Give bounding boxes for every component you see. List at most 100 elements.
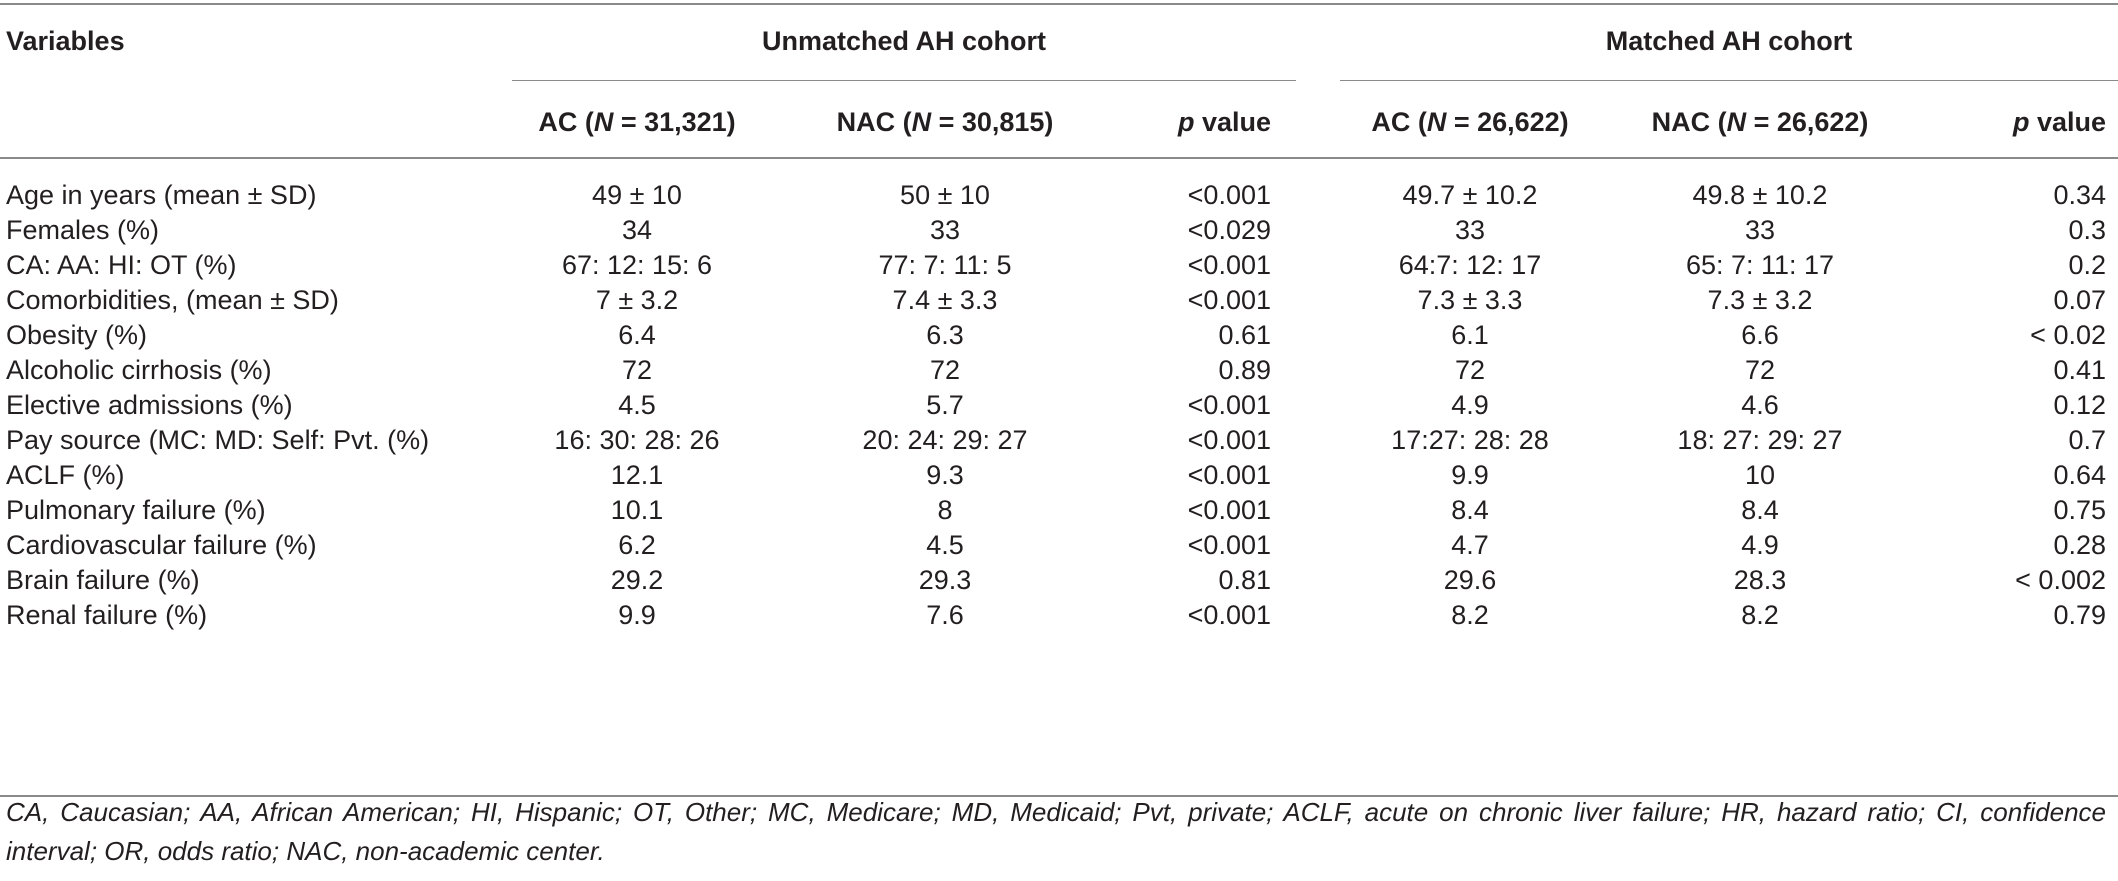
cell-p-matched: 0.12 [2053,390,2106,420]
row-variable: Pay source (MC: MD: Self: Pvt. (%) [6,425,430,455]
header-suffix: = 31,321) [613,107,736,137]
column-header-nac-unmatched: NAC (N = 30,815) [785,105,1105,139]
cell-nac-matched: 4.6 [1741,390,1779,420]
cell-nac-unmatched: 29.3 [918,565,972,595]
cell-p-unmatched: <0.001 [1187,285,1271,315]
table-footnote: CA, Caucasian; AA, African American; HI,… [6,797,2106,866]
cell-nac-matched: 6.6 [1741,320,1779,350]
cell-p-unmatched: <0.001 [1187,600,1271,630]
p-symbol: p [2012,107,2030,137]
unmatched-cohort-header: Unmatched AH cohort [761,26,1046,56]
cell-ac-unmatched: 67: 12: 15: 6 [561,250,713,280]
cell-ac-matched: 64:7: 12: 17 [1398,250,1542,280]
unmatched-group-rule [512,80,1296,81]
cell-p-matched: < 0.02 [2030,320,2106,350]
cell-nac-matched: 65: 7: 11: 17 [1685,250,1835,280]
header-prefix: AC ( [1371,107,1427,137]
variables-header: Variables [6,26,125,56]
cell-nac-unmatched: 33 [929,215,961,245]
cell-nac-unmatched: 77: 7: 11: 5 [878,250,1012,280]
cell-ac-unmatched: 6.4 [618,320,656,350]
header-prefix: AC ( [538,107,594,137]
p-symbol: p [1177,107,1195,137]
cell-p-matched: 0.7 [2068,425,2106,455]
cell-ac-matched: 72 [1454,355,1486,385]
cell-nac-unmatched: 7.4 ± 3.3 [892,285,998,315]
cell-ac-matched: 33 [1454,215,1486,245]
cell-p-matched: 0.64 [2053,460,2106,490]
row-variable: Females (%) [6,215,160,245]
cell-p-matched: 0.3 [2068,215,2106,245]
cell-p-unmatched: <0.001 [1187,250,1271,280]
cell-nac-unmatched: 50 ± 10 [900,180,990,210]
cell-ac-unmatched: 6.2 [618,530,656,560]
n-symbol: N [1426,107,1447,137]
cell-nac-unmatched: 5.7 [926,390,964,420]
cell-nac-matched: 10 [1744,460,1776,490]
cell-p-matched: < 0.002 [2015,565,2106,595]
n-symbol: N [911,107,932,137]
table-top-rule [0,3,2118,5]
cell-p-unmatched: 0.61 [1218,320,1271,350]
cell-p-matched: 0.79 [2053,600,2106,630]
cell-p-matched: 0.28 [2053,530,2106,560]
column-header-nac-matched: NAC (N = 26,622) [1600,105,1920,139]
cell-ac-matched: 4.9 [1451,390,1489,420]
cell-ac-unmatched: 72 [621,355,653,385]
cell-nac-matched: 49.8 ± 10.2 [1692,180,1828,210]
header-bottom-rule [0,157,2118,159]
cell-nac-unmatched: 4.5 [926,530,964,560]
row-variable: ACLF (%) [6,460,125,490]
cell-ac-matched: 17:27: 28: 28 [1391,425,1549,455]
cell-p-matched: 0.75 [2053,495,2106,525]
row-variable: Renal failure (%) [6,600,208,630]
cell-nac-matched: 72 [1744,355,1776,385]
cell-p-matched: 0.2 [2068,250,2106,280]
cell-nac-unmatched: 6.3 [926,320,964,350]
header-suffix: value [1194,107,1271,137]
cell-ac-unmatched: 9.9 [618,600,656,630]
column-header-p-matched: p value [1920,105,2106,139]
matched-group-rule [1340,80,2118,81]
cell-nac-matched: 18: 27: 29: 27 [1677,425,1843,455]
cell-ac-matched: 8.4 [1451,495,1489,525]
table-bottom-rule [0,795,2118,797]
cell-p-matched: 0.07 [2053,285,2106,315]
header-suffix: value [2029,107,2106,137]
cell-p-matched: 0.34 [2053,180,2106,210]
row-variable: Cardiovascular failure (%) [6,530,317,560]
column-header-ac-matched: AC (N = 26,622) [1340,105,1600,139]
cell-p-unmatched: <0.001 [1187,530,1271,560]
cell-ac-matched: 7.3 ± 3.3 [1417,285,1523,315]
row-variable: Comorbidities, (mean ± SD) [6,285,339,315]
cell-nac-unmatched: 9.3 [926,460,964,490]
header-suffix: = 30,815) [931,107,1054,137]
cell-p-unmatched: 0.81 [1218,565,1271,595]
cell-p-unmatched: 0.89 [1218,355,1271,385]
cell-nac-unmatched: 8 [937,495,953,525]
cell-p-matched: 0.41 [2053,355,2106,385]
n-symbol: N [1726,107,1747,137]
cell-ac-unmatched: 10.1 [610,495,664,525]
cell-ac-matched: 29.6 [1443,565,1497,595]
cell-p-unmatched: <0.001 [1187,495,1271,525]
cell-p-unmatched: <0.001 [1187,390,1271,420]
row-variable: Obesity (%) [6,320,148,350]
n-symbol: N [593,107,614,137]
cell-nac-matched: 28.3 [1733,565,1787,595]
header-prefix: NAC ( [836,107,912,137]
cell-nac-unmatched: 72 [929,355,961,385]
header-prefix: NAC ( [1651,107,1727,137]
row-variable: CA: AA: HI: OT (%) [6,250,237,280]
row-variable: Elective admissions (%) [6,390,293,420]
cell-ac-unmatched: 12.1 [610,460,664,490]
cell-ac-matched: 49.7 ± 10.2 [1402,180,1538,210]
cell-nac-matched: 8.4 [1741,495,1779,525]
header-suffix: = 26,622) [1446,107,1569,137]
cell-nac-matched: 7.3 ± 3.2 [1707,285,1813,315]
column-header-ac-unmatched: AC (N = 31,321) [512,105,762,139]
header-suffix: = 26,622) [1746,107,1869,137]
cell-p-unmatched: <0.001 [1187,425,1271,455]
cell-p-unmatched: <0.029 [1187,215,1271,245]
row-variable: Brain failure (%) [6,565,200,595]
